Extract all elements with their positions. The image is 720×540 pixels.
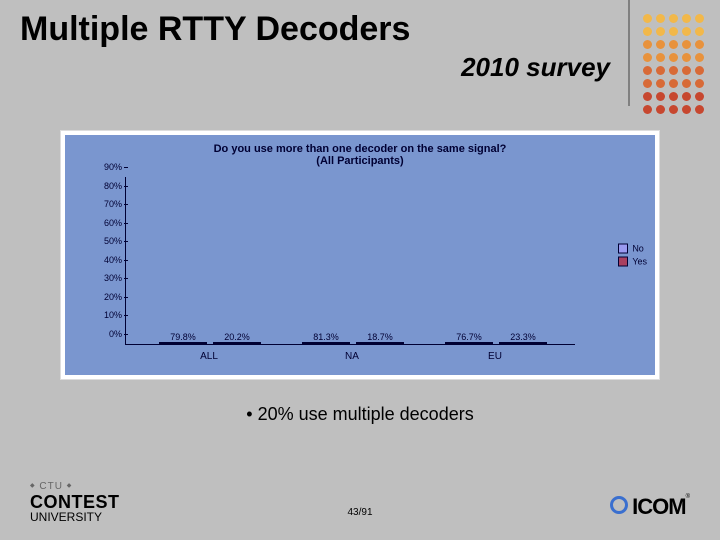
y-tick-label: 10%: [84, 310, 122, 320]
decor-dot: [669, 53, 678, 62]
y-tick-label: 50%: [84, 236, 122, 246]
icom-logo: ICOM®: [610, 494, 690, 520]
decor-dot: [695, 92, 704, 101]
ctu-text: CTU: [39, 481, 63, 492]
decor-dot: [682, 105, 691, 114]
legend-swatch: [618, 244, 628, 254]
slide-title: Multiple RTTY Decoders: [20, 10, 410, 49]
bar-value-label: 81.3%: [296, 332, 356, 342]
decor-dot: [669, 79, 678, 88]
decor-dot: [682, 14, 691, 23]
decor-dot: [643, 66, 652, 75]
decor-dot: [682, 53, 691, 62]
bar: [356, 342, 404, 344]
dot-grid-decoration: [643, 14, 704, 114]
decor-dot: [643, 40, 652, 49]
decor-dot: [695, 66, 704, 75]
bar: [159, 342, 207, 344]
decor-dot: [669, 14, 678, 23]
decor-dot: [682, 27, 691, 36]
decor-dot: [656, 53, 665, 62]
y-tick-label: 40%: [84, 255, 122, 265]
decor-dot: [669, 92, 678, 101]
decor-dot: [643, 79, 652, 88]
decor-dot: [643, 53, 652, 62]
chart-container: Do you use more than one decoder on the …: [60, 130, 660, 380]
university-label: UNIVERSITY: [30, 511, 120, 524]
chart-legend: No Yes: [618, 241, 647, 270]
chart-background: Do you use more than one decoder on the …: [65, 135, 655, 375]
decor-dot: [656, 27, 665, 36]
y-tick-label: 80%: [84, 181, 122, 191]
decor-dot: [643, 105, 652, 114]
page-number: 43/91: [347, 507, 372, 518]
decor-dot: [643, 92, 652, 101]
footer-ctu-block: ◆ CTU ◆ CONTEST UNIVERSITY: [30, 482, 120, 524]
decor-dot: [682, 92, 691, 101]
category-label: ALL: [149, 351, 269, 362]
decor-dot: [656, 92, 665, 101]
chart-title: Do you use more than one decoder on the …: [65, 143, 655, 167]
bar: [213, 342, 261, 344]
decor-dot: [682, 79, 691, 88]
legend-item: Yes: [618, 257, 647, 267]
bar-value-label: 20.2%: [207, 332, 267, 342]
bar: [499, 342, 547, 344]
decor-dot: [682, 40, 691, 49]
legend-label: Yes: [632, 257, 647, 267]
chart-title-line1: Do you use more than one decoder on the …: [65, 143, 655, 155]
y-tick-label: 70%: [84, 199, 122, 209]
bar-value-label: 23.3%: [493, 332, 553, 342]
chart-plot-area: 0%10%20%30%40%50%60%70%80%90%79.8%20.2%A…: [125, 177, 575, 345]
legend-swatch: [618, 257, 628, 267]
legend-item: No: [618, 244, 647, 254]
bullet-summary: • 20% use multiple decoders: [0, 404, 720, 425]
bar: [445, 342, 493, 344]
decor-dot: [669, 27, 678, 36]
y-tick-label: 60%: [84, 218, 122, 228]
decor-dot: [695, 40, 704, 49]
icom-text: ICOM: [632, 494, 685, 519]
decor-dot: [682, 66, 691, 75]
bar-value-label: 76.7%: [439, 332, 499, 342]
accent-vertical-line: [628, 0, 630, 106]
decor-dot: [643, 14, 652, 23]
decor-dot: [669, 105, 678, 114]
y-tick-label: 0%: [84, 329, 122, 339]
decor-dot: [656, 14, 665, 23]
decor-dot: [656, 105, 665, 114]
decor-dot: [656, 66, 665, 75]
decor-dot: [695, 79, 704, 88]
category-label: NA: [292, 351, 412, 362]
ctu-label: ◆ CTU ◆: [30, 482, 120, 493]
decor-dot: [669, 66, 678, 75]
decor-dot: [695, 53, 704, 62]
y-tick-label: 20%: [84, 292, 122, 302]
bar-value-label: 79.8%: [153, 332, 213, 342]
category-label: EU: [435, 351, 555, 362]
bar-value-label: 18.7%: [350, 332, 410, 342]
icom-ring-icon: [610, 496, 628, 514]
decor-dot: [695, 14, 704, 23]
legend-label: No: [632, 244, 644, 254]
bar: [302, 342, 350, 344]
chart-title-line2: (All Participants): [65, 155, 655, 167]
decor-dot: [643, 27, 652, 36]
y-tick-label: 90%: [84, 162, 122, 172]
contest-label: CONTEST: [30, 493, 120, 512]
decor-dot: [656, 40, 665, 49]
decor-dot: [695, 27, 704, 36]
icom-registered-icon: ®: [686, 494, 690, 500]
decor-dot: [695, 105, 704, 114]
decor-dot: [669, 40, 678, 49]
decor-dot: [656, 79, 665, 88]
slide-subtitle: 2010 survey: [461, 52, 610, 83]
y-tick-label: 30%: [84, 273, 122, 283]
